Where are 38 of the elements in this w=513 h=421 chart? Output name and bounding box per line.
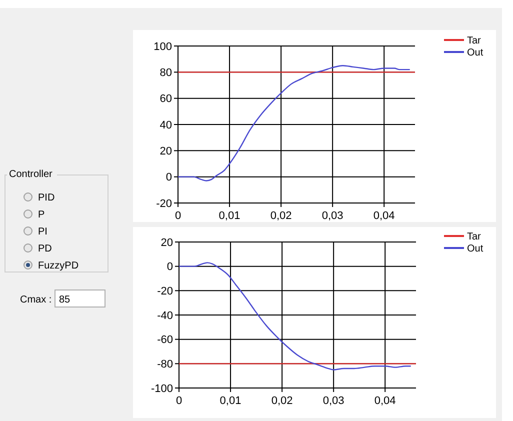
text: 85: [59, 294, 71, 306]
y-tick-label: 40: [160, 119, 172, 132]
y-tick-label: 80: [160, 67, 172, 80]
y-tick-label: 0: [166, 172, 172, 184]
text: FuzzyPD: [38, 260, 79, 272]
x-tick-label: 0,04: [373, 210, 395, 222]
y-tick-label: -60: [157, 334, 173, 346]
y-tick-label: -20: [157, 286, 173, 298]
y-tick-label: 100: [154, 40, 172, 53]
line-series: [178, 262, 412, 370]
line-series: [177, 65, 410, 182]
y-tick-label: 60: [160, 93, 172, 106]
text: P: [38, 210, 45, 220]
x-tick-label: 0: [174, 210, 182, 222]
text: PD: [38, 244, 52, 254]
x-tick-label: 0,02: [270, 210, 292, 222]
x-tick-label: 0,01: [218, 210, 240, 222]
y-tick-label: 20: [160, 236, 173, 249]
x-tick-label: 0,03: [322, 395, 344, 407]
y-tick-label: -20: [156, 198, 172, 210]
legend-label: Out: [467, 48, 484, 58]
legend-label: Out: [467, 244, 484, 254]
legend-label: Tar: [467, 36, 482, 46]
text: Controller: [9, 169, 54, 180]
x-tick-label: 0,04: [374, 395, 396, 407]
y-tick-label: 0: [166, 261, 173, 274]
x-tick-label: 0,03: [322, 210, 344, 222]
x-tick-label: 0,01: [220, 395, 242, 407]
text: PID: [38, 192, 55, 204]
legend-label: Tar: [467, 232, 482, 242]
text: PI: [38, 226, 48, 238]
y-tick-label: 20: [160, 146, 172, 158]
y-tick-label: -40: [157, 310, 173, 322]
x-tick-label: 0,02: [271, 395, 293, 407]
y-tick-label: -80: [157, 358, 173, 371]
x-tick-label: 0: [176, 395, 182, 407]
y-tick-label: -100: [150, 382, 173, 395]
text: Cmax :: [20, 294, 52, 306]
